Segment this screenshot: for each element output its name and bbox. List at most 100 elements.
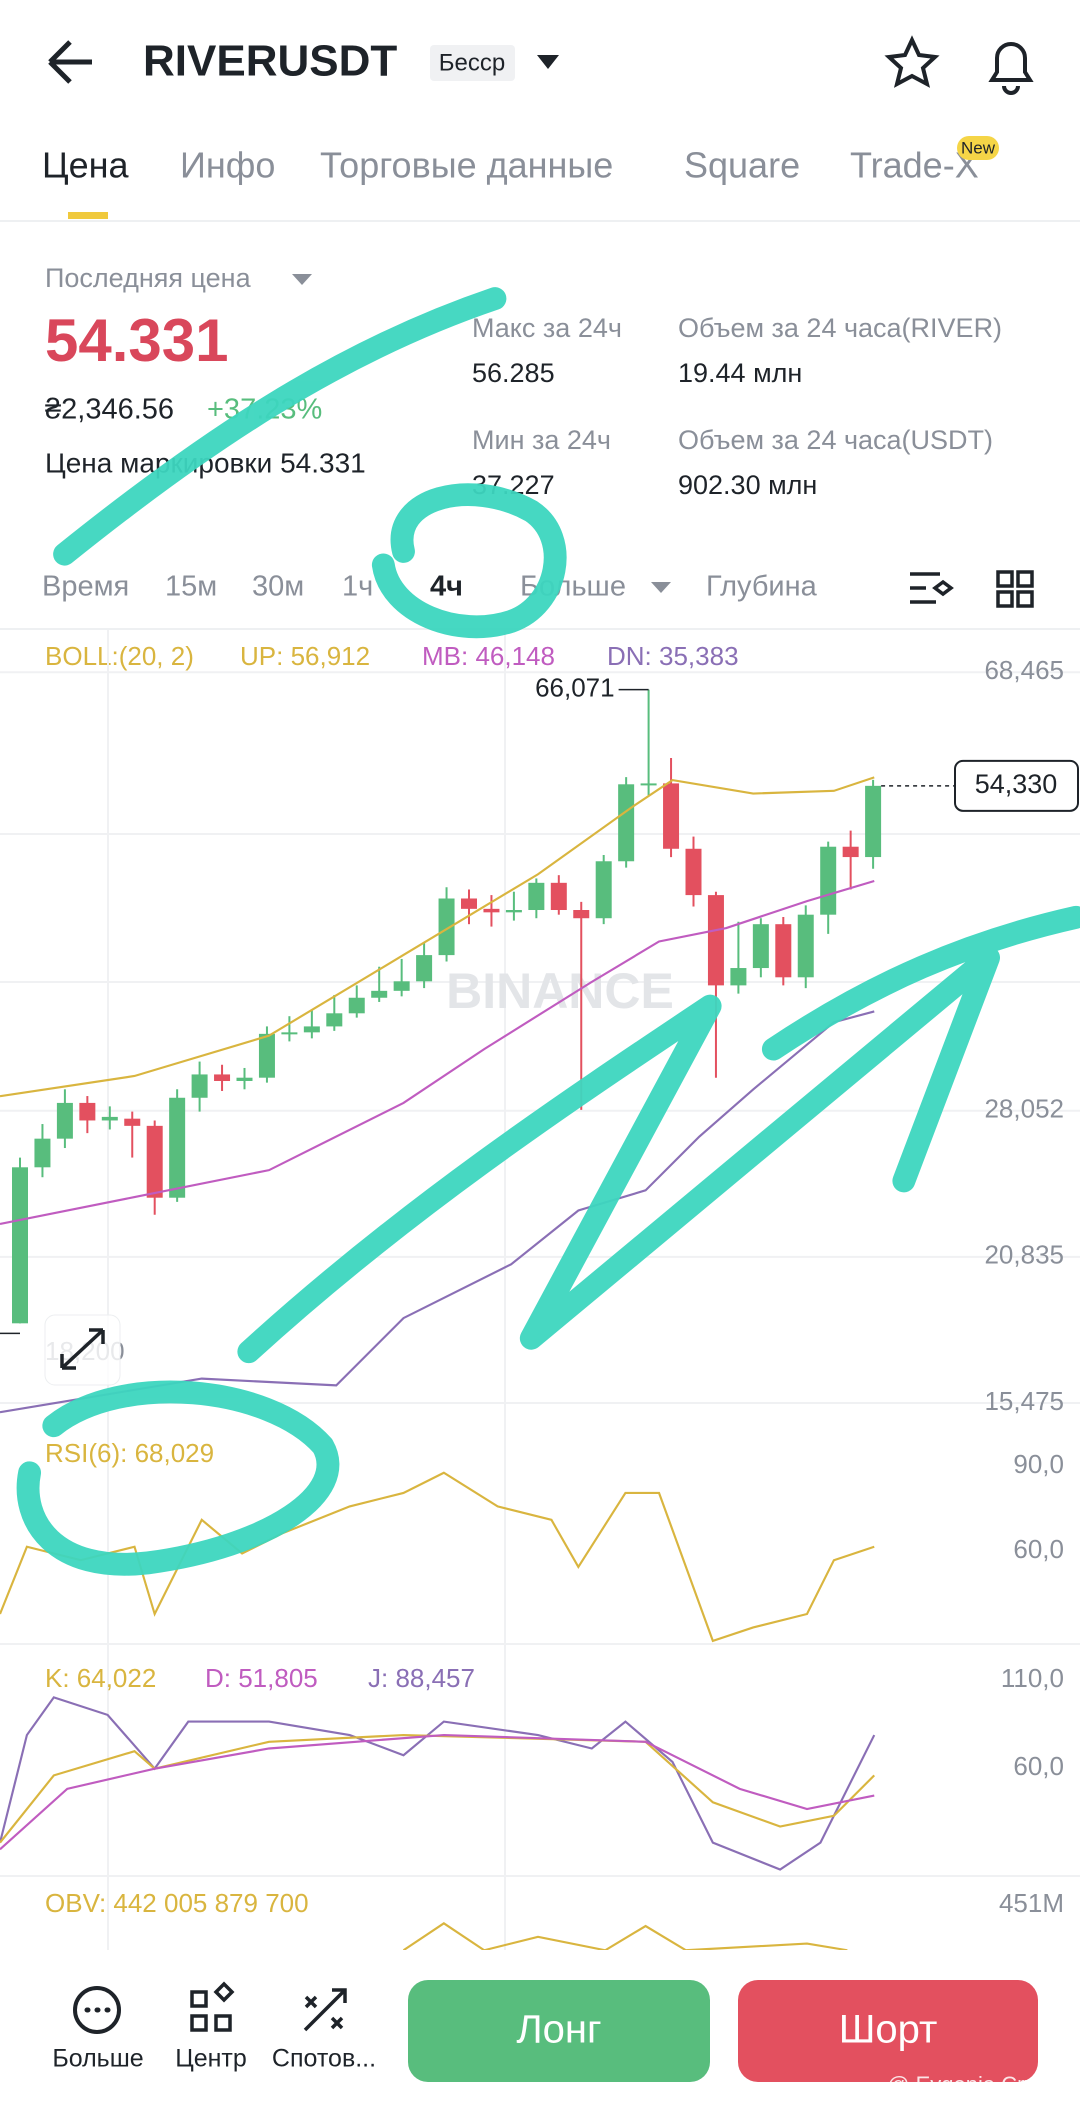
new-badge: New — [961, 138, 996, 157]
spot-icon[interactable] — [303, 1988, 347, 2032]
boll-up: UP: 56,912 — [240, 641, 370, 671]
candle-body — [820, 846, 837, 915]
watermark: BINANCE — [446, 963, 674, 1019]
stat-label: Мин за 24ч — [472, 425, 611, 455]
candle-body — [191, 1074, 208, 1098]
interval[interactable]: Время — [42, 571, 129, 603]
boll-up-line — [0, 776, 875, 1098]
obv-label: OBV: 442 005 879 700 — [45, 1888, 309, 1918]
candle-body — [483, 908, 500, 913]
candle-body — [79, 1102, 96, 1121]
candle-body — [730, 968, 747, 986]
kdj-d-line — [0, 1733, 875, 1851]
back-icon[interactable] — [48, 40, 92, 84]
indicators — [0, 776, 876, 1952]
y-tick-label: 15,475 — [984, 1386, 1064, 1416]
candle-body — [56, 1102, 73, 1139]
tab[interactable]: Square — [684, 145, 800, 186]
tab[interactable]: Trade-X — [850, 145, 979, 186]
candle-body — [707, 895, 724, 986]
watermark: @ Evgenia Crypto — [887, 2072, 1066, 2097]
candle-body — [461, 898, 477, 909]
stat-label: Объем за 24 часа(RIVER) — [678, 313, 1002, 343]
tab[interactable]: Инфо — [180, 145, 275, 186]
boll-dn-line — [0, 1010, 875, 1414]
boll-mb: MB: 46,148 — [422, 641, 555, 671]
candle-body — [146, 1125, 163, 1198]
candle-body — [303, 1026, 320, 1033]
uah-price: ₴2,346.56 — [45, 394, 174, 426]
obv-tick: 451M — [999, 1888, 1064, 1918]
candle-body — [236, 1077, 253, 1081]
candle-body — [865, 785, 882, 858]
section-grid — [0, 630, 1080, 1950]
candle-body — [797, 914, 814, 978]
interval[interactable]: 15м — [165, 571, 217, 603]
candle-body — [416, 955, 433, 982]
scribbles — [16, 287, 1080, 1576]
interval[interactable]: 30м — [252, 571, 304, 603]
stat-value: 902.30 млн — [678, 470, 817, 500]
kdj-j-line — [0, 1696, 876, 1871]
new-badge-bg — [957, 136, 999, 160]
candle-body — [169, 1097, 186, 1198]
candle-body — [685, 848, 702, 896]
tab[interactable]: Цена — [42, 145, 130, 186]
more-icon[interactable] — [73, 1986, 121, 2034]
kdj-d: D: 51,805 — [205, 1663, 318, 1693]
last-price-tag — [954, 759, 1079, 812]
candle-body — [618, 784, 635, 862]
candle-body — [124, 1118, 141, 1126]
star-icon[interactable] — [884, 35, 940, 88]
candle-body — [775, 924, 792, 978]
expand-icon — [60, 1328, 105, 1370]
center-icon[interactable] — [190, 1981, 235, 2032]
title: RIVERUSDT — [143, 37, 397, 86]
candle-body — [326, 1013, 343, 1027]
short-button[interactable] — [738, 1980, 1038, 2082]
layout-icon[interactable] — [996, 570, 1034, 608]
nav-label[interactable]: Больше — [52, 2045, 143, 2073]
stat-value: 19.44 млн — [678, 358, 802, 388]
interval[interactable]: 1ч — [342, 571, 373, 603]
nav-label[interactable]: Центр — [175, 2045, 247, 2073]
candle-body — [505, 910, 522, 913]
y-tick-label: 68,465 — [984, 655, 1064, 685]
rsi-tick: 60,0 — [1013, 1534, 1064, 1564]
candle-body — [12, 1167, 28, 1324]
candle-body — [371, 990, 388, 998]
candle-body — [214, 1074, 231, 1081]
kdj-k: K: 64,022 — [45, 1663, 156, 1693]
stat-label: Макс за 24ч — [472, 313, 622, 343]
candle-body — [281, 1032, 298, 1035]
badge-bg — [430, 45, 515, 81]
tab[interactable]: Торговые данные — [320, 145, 613, 186]
short-label: Шорт — [839, 2008, 938, 2052]
candle-body — [595, 861, 612, 919]
dropdown-icon[interactable] — [292, 274, 312, 285]
interval[interactable]: 4ч — [430, 571, 463, 603]
kdj-tick: 60,0 — [1013, 1751, 1064, 1781]
candle-body — [348, 997, 365, 1014]
kdj-tick: 110,0 — [1001, 1663, 1064, 1693]
long-button[interactable] — [408, 1980, 710, 2082]
candle-body — [640, 783, 657, 786]
tab-underline — [68, 212, 108, 219]
boll-dn: DN: 35,383 — [607, 641, 739, 671]
rsi-tick: 90,0 — [1013, 1449, 1064, 1479]
candle-body — [842, 846, 859, 858]
long-label: Лонг — [516, 2008, 601, 2052]
interval[interactable]: Глубина — [706, 571, 818, 603]
dropdown-icon[interactable] — [537, 55, 559, 69]
bell-icon[interactable] — [988, 42, 1034, 95]
candle-body — [101, 1116, 118, 1121]
nav-label[interactable]: Спотов... — [272, 2045, 376, 2073]
settings-icon[interactable] — [910, 572, 954, 604]
dropdown-icon[interactable] — [651, 582, 671, 593]
stat-label: Объем за 24 часа(USDT) — [678, 425, 993, 455]
candle-body — [34, 1138, 51, 1168]
candle-body — [752, 924, 769, 969]
rsi-label: RSI(6): 68,029 — [45, 1438, 214, 1468]
last-price-label: 54,330 — [975, 769, 1058, 799]
